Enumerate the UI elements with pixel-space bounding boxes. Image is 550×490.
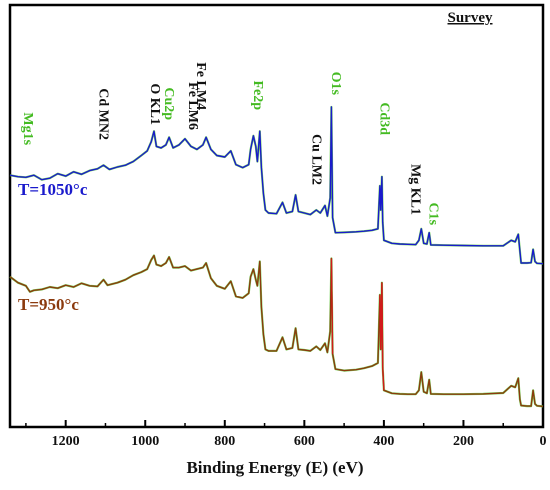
peak-label: Fe LM4 bbox=[193, 62, 208, 110]
peak-label: Fe2p bbox=[250, 80, 265, 110]
peak-label: Fe LM6 bbox=[185, 82, 200, 130]
series-label: T=1050°c bbox=[18, 180, 88, 199]
x-tick-label: 800 bbox=[214, 434, 235, 449]
x-tick-label: 0 bbox=[540, 434, 547, 449]
peak-label: C1s bbox=[426, 202, 441, 225]
peak-label: O KL1 bbox=[147, 83, 162, 125]
x-tick-label: 600 bbox=[294, 434, 315, 449]
series-label: T=950°c bbox=[18, 295, 79, 314]
peak-label: Cd3d bbox=[377, 102, 392, 135]
series-lines: T=1050°c T=950°c bbox=[9, 105, 544, 408]
series-peak-highlight bbox=[330, 258, 334, 354]
chart-title: Survey bbox=[448, 10, 494, 26]
x-tick-label: 200 bbox=[453, 434, 474, 449]
peak-label: Mg1s bbox=[20, 112, 35, 145]
x-tick-label: 400 bbox=[373, 434, 394, 449]
series-line bbox=[9, 254, 544, 408]
series-peak-highlight bbox=[379, 282, 385, 391]
series-fit-line bbox=[9, 105, 544, 265]
peak-label: Mg KL1 bbox=[408, 164, 423, 215]
x-tick-label: 1200 bbox=[52, 434, 80, 449]
plot-frame bbox=[8, 3, 545, 429]
peak-label: Cu2p bbox=[161, 87, 176, 120]
peak-label: O1s bbox=[328, 72, 343, 96]
x-axis-label: Binding Energy (E) (eV) bbox=[186, 458, 363, 477]
x-axis-ticks: 1200 1000 800 600 400 200 0 bbox=[25, 420, 547, 449]
peak-label: Cu LM2 bbox=[308, 134, 323, 185]
series-fit-line bbox=[9, 254, 544, 408]
plot-border bbox=[8, 3, 545, 429]
series-line bbox=[9, 106, 544, 265]
x-tick-label: 1000 bbox=[131, 434, 159, 449]
peak-label: Cd MN2 bbox=[96, 88, 111, 140]
